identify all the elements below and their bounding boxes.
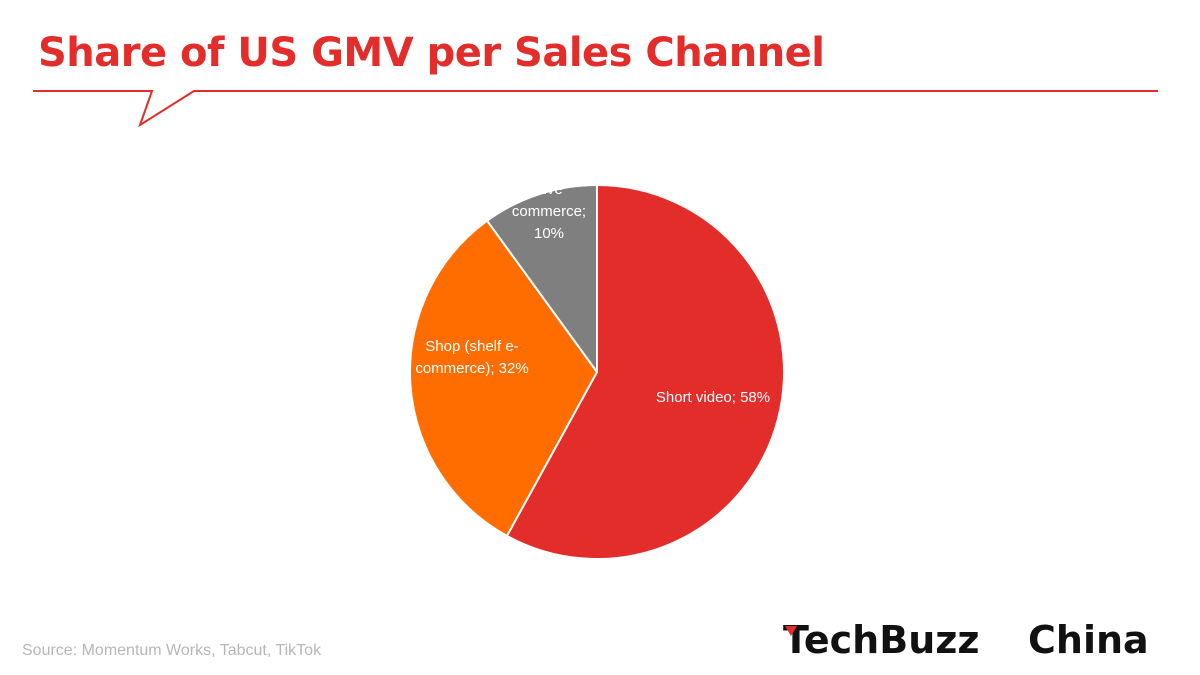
logo-text-techbuzz: TechBuzz xyxy=(783,618,979,662)
techbuzz-china-logo: TechBuzz China xyxy=(783,618,1149,662)
pie-slice-shop-shelf-e-commerce xyxy=(409,219,598,537)
pie-label-line: Short video; 58% xyxy=(656,389,770,406)
page-title: Share of US GMV per Sales Channel xyxy=(38,30,825,76)
source-note: Source: Momentum Works, Tabcut, TikTok xyxy=(22,642,322,659)
pie-slice-short-video xyxy=(505,184,785,560)
pie-label-line: Live xyxy=(535,181,563,198)
pie-label-line: 10% xyxy=(534,225,564,242)
logo-accent-mark xyxy=(785,626,797,636)
pie-slice-live-commerce xyxy=(486,184,598,373)
pie-label-line: commerce); 32% xyxy=(415,360,528,377)
pie-chart: Short video; 58% Shop (shelf e-commerce);… xyxy=(409,181,785,560)
logo-text-china: China xyxy=(1028,618,1149,662)
pie-label-short-video: Short video; 58% xyxy=(656,389,770,406)
pie-label-line: Shop (shelf e- xyxy=(425,338,518,355)
pie-label-line: commerce; xyxy=(512,203,586,220)
title-callout-line xyxy=(33,90,1158,128)
pie-label-live-commerce: Live commerce; 10% xyxy=(512,181,586,242)
pie-label-shop-shelf-e-commerce: Shop (shelf e-commerce); 32% xyxy=(415,338,528,377)
